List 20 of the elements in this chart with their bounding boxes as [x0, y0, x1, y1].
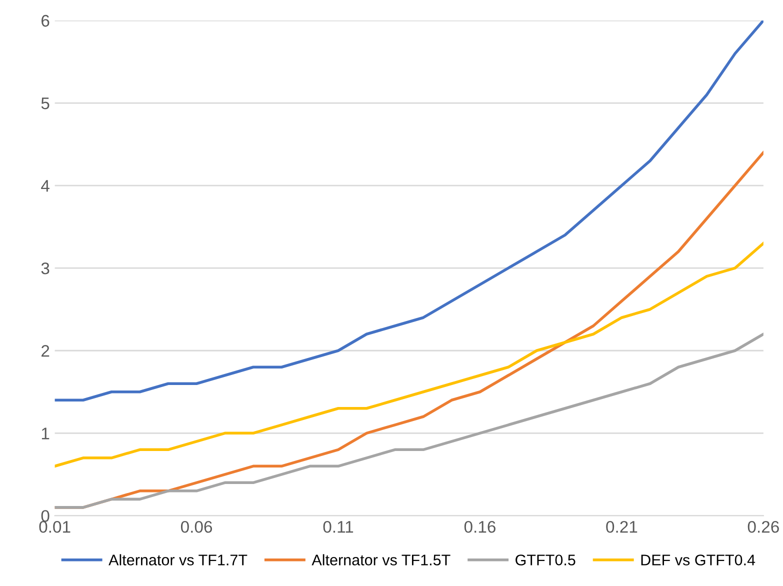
x-tick-label: 0.11: [323, 520, 354, 533]
x-tick-label: 0.01: [39, 520, 70, 533]
legend-label: Alternator vs TF1.5T: [312, 554, 450, 566]
line-series: [54, 20, 764, 402]
y-tick-label: 5: [41, 98, 50, 110]
x-tick-label: 0.06: [180, 520, 212, 533]
line-series: [54, 332, 764, 509]
y-tick-label: 4: [41, 180, 50, 192]
x-tick-label: 0.16: [464, 520, 496, 533]
legend-label: DEF vs GTFT0.4: [641, 554, 756, 566]
legend-label: Alternator vs TF1.7T: [108, 554, 248, 566]
y-tick-label: 6: [42, 14, 50, 27]
y-tick-label: 2: [42, 345, 50, 357]
line-series: [54, 242, 764, 468]
y-tick-label: 3: [41, 262, 50, 274]
y-tick-label: 0: [41, 510, 50, 522]
legend-label: GTFT0.5: [516, 554, 576, 566]
y-tick-label: 1: [42, 428, 50, 440]
x-tick-label: 0.21: [606, 520, 638, 533]
x-tick-label: 0.26: [748, 520, 779, 533]
